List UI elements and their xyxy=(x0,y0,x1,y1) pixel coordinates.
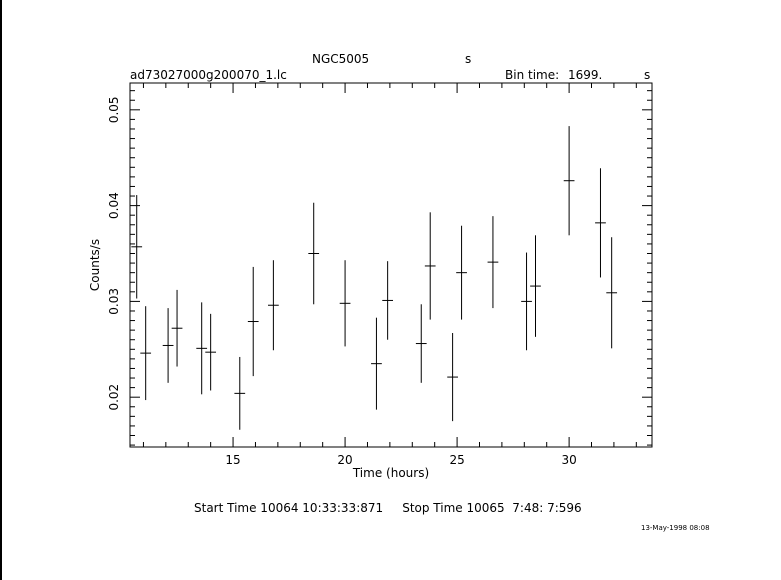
file-name: ad73027000g200070_1.lc xyxy=(130,68,287,82)
y-tick-label: 0.05 xyxy=(107,96,121,123)
plot-frame xyxy=(129,82,653,448)
start-stop-times: Start Time 10064 10:33:33:871 Stop Time … xyxy=(194,501,582,515)
x-axis-label: Time (hours) xyxy=(352,466,429,480)
bin-time-unit: s xyxy=(644,68,651,82)
x-tick-label: 30 xyxy=(561,453,576,467)
tick-labels: 15 20 25 30 0.02 0.03 0.04 0.05 xyxy=(107,96,577,467)
y-tick-label: 0.04 xyxy=(107,192,121,219)
y-axis-label: Counts/s xyxy=(88,239,102,291)
title-unit: s xyxy=(465,52,472,66)
bin-time-label: Bin time: xyxy=(505,68,560,82)
axis-ticks xyxy=(130,83,652,447)
x-tick-label: 15 xyxy=(225,453,240,467)
x-tick-label: 25 xyxy=(449,453,464,467)
window-left-edge xyxy=(0,0,2,580)
bin-time-value: 1699. xyxy=(568,68,603,82)
x-tick-label: 20 xyxy=(337,453,352,467)
y-tick-label: 0.02 xyxy=(107,384,121,411)
date-stamp: 13-May-1998 08:08 xyxy=(641,524,710,532)
data-points xyxy=(131,126,618,430)
y-tick-label: 0.03 xyxy=(107,288,121,315)
plot-title: NGC5005 xyxy=(312,52,370,66)
